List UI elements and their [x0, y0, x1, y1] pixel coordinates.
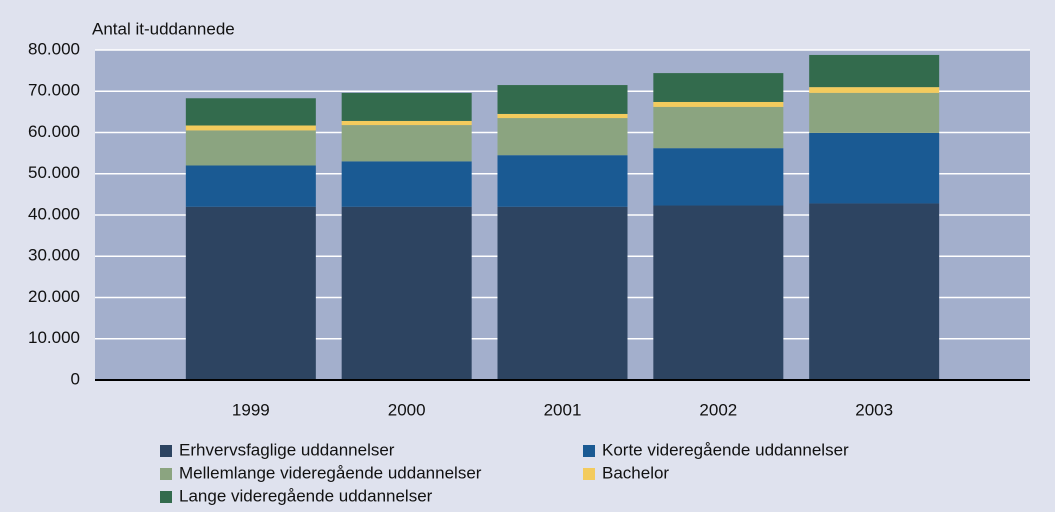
bar-segment: [809, 54, 940, 88]
y-tick-label: 60.000: [28, 122, 80, 141]
bar-segment: [497, 113, 628, 119]
y-tick-label: 70.000: [28, 81, 80, 100]
legend-label: Bachelor: [602, 463, 669, 482]
legend-label: Korte videregående uddannelser: [602, 440, 849, 459]
bar-segment: [653, 205, 784, 380]
x-tick-label: 1999: [232, 400, 270, 419]
bar-segment: [653, 101, 784, 107]
bar-segment: [497, 155, 628, 207]
x-tick-label: 2000: [388, 400, 426, 419]
y-tick-label: 0: [71, 369, 80, 388]
bar-segment: [341, 206, 472, 380]
y-tick-label: 40.000: [28, 204, 80, 223]
bar-segment: [185, 130, 316, 166]
bar-segment: [497, 206, 628, 380]
bar-segment: [185, 206, 316, 380]
x-tick-label: 2001: [544, 400, 582, 419]
bar-segment: [185, 125, 316, 131]
bar-segment: [341, 161, 472, 207]
legend-swatch: [160, 445, 172, 457]
bar-segment: [653, 148, 784, 206]
bar-segment: [185, 165, 316, 207]
legend-swatch: [583, 468, 595, 480]
legend-swatch: [160, 468, 172, 480]
bar-segment: [497, 85, 628, 114]
legend-swatch: [583, 445, 595, 457]
y-tick-label: 80.000: [28, 39, 80, 58]
bar-segment: [809, 87, 940, 93]
legend-label: Lange videregående uddannelser: [179, 486, 433, 505]
legend-swatch: [160, 491, 172, 503]
bar-segment: [497, 118, 628, 156]
bar-segment: [809, 132, 940, 204]
y-axis-label: Antal it-uddannede: [92, 19, 235, 38]
legend-label: Erhvervsfaglige uddannelser: [179, 440, 395, 459]
bar-segment: [341, 92, 472, 121]
bar-segment: [653, 106, 784, 149]
bar-segment: [341, 120, 472, 126]
x-tick-label: 2003: [855, 400, 893, 419]
y-tick-label: 20.000: [28, 287, 80, 306]
y-tick-label: 30.000: [28, 246, 80, 265]
bar-segment: [185, 98, 316, 126]
y-tick-label: 50.000: [28, 163, 80, 182]
bar-segment: [809, 203, 940, 380]
y-tick-label: 10.000: [28, 328, 80, 347]
legend-label: Mellemlange videregående uddannelser: [179, 463, 482, 482]
bar-segment: [653, 73, 784, 102]
bar-segment: [809, 92, 940, 133]
x-tick-label: 2002: [699, 400, 737, 419]
bar-segment: [341, 125, 472, 162]
